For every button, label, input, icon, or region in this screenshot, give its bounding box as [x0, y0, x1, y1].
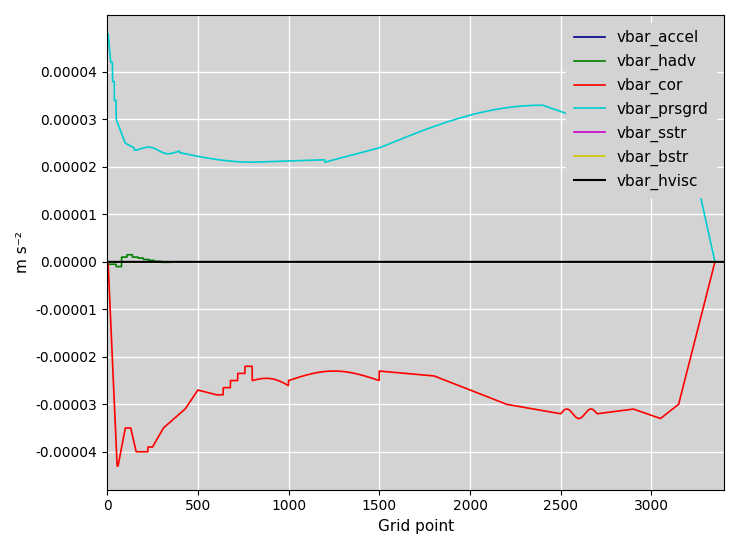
vbar_hadv [525, 259, 534, 265]
vbar_sstr [681, 259, 689, 265]
vbar_hadv [423, 259, 432, 265]
vbar_accel [525, 259, 534, 265]
vbar_prsgrd [469, 111, 477, 117]
X-axis label: Grid point: Grid point [378, 519, 454, 534]
vbar_hadv [123, 251, 132, 258]
vbar_accel [469, 259, 477, 265]
vbar_sstr [525, 259, 534, 265]
vbar_prsgrd [652, 121, 661, 127]
vbar_sstr [613, 259, 622, 265]
vbar_hvisc [719, 259, 728, 265]
vbar_accel [652, 259, 661, 265]
vbar_hvisc [652, 259, 661, 265]
vbar_bstr [423, 259, 432, 265]
vbar_hvisc [103, 259, 112, 265]
vbar_cor [469, 388, 477, 395]
vbar_hadv [719, 259, 728, 265]
vbar_cor [112, 463, 121, 469]
vbar_cor [719, 259, 728, 265]
Line: vbar_cor: vbar_cor [107, 262, 723, 466]
Line: vbar_hadv: vbar_hadv [107, 255, 723, 267]
vbar_bstr [681, 259, 689, 265]
vbar_prsgrd [613, 121, 622, 127]
vbar_hadv [614, 259, 623, 265]
Legend: vbar_accel, vbar_hadv, vbar_cor, vbar_prsgrd, vbar_sstr, vbar_bstr, vbar_hvisc: vbar_accel, vbar_hadv, vbar_cor, vbar_pr… [566, 23, 716, 197]
vbar_cor [613, 408, 622, 414]
vbar_prsgrd [681, 133, 689, 140]
vbar_cor [423, 372, 432, 378]
vbar_hadv [103, 261, 112, 267]
vbar_accel [423, 259, 432, 265]
vbar_accel [103, 259, 112, 265]
vbar_hadv [469, 259, 478, 265]
vbar_sstr [469, 259, 477, 265]
vbar_sstr [719, 259, 728, 265]
vbar_bstr [469, 259, 477, 265]
vbar_sstr [652, 259, 661, 265]
Line: vbar_prsgrd: vbar_prsgrd [107, 34, 723, 262]
vbar_bstr [652, 259, 661, 265]
vbar_accel [719, 259, 728, 265]
vbar_bstr [525, 259, 534, 265]
vbar_prsgrd [103, 31, 112, 37]
vbar_hvisc [681, 259, 689, 265]
vbar_hvisc [525, 259, 534, 265]
vbar_cor [652, 414, 661, 421]
vbar_hadv [653, 259, 661, 265]
vbar_bstr [613, 259, 622, 265]
vbar_hadv [112, 264, 120, 270]
Y-axis label: m s⁻²: m s⁻² [15, 232, 30, 273]
vbar_hvisc [423, 259, 432, 265]
vbar_accel [681, 259, 689, 265]
vbar_sstr [423, 259, 432, 265]
vbar_prsgrd [719, 259, 728, 265]
vbar_cor [525, 405, 534, 412]
vbar_prsgrd [423, 126, 432, 132]
vbar_prsgrd [710, 259, 719, 265]
vbar_prsgrd [525, 102, 534, 109]
vbar_hvisc [613, 259, 622, 265]
vbar_hadv [681, 259, 690, 265]
vbar_accel [613, 259, 622, 265]
vbar_cor [103, 259, 112, 265]
vbar_bstr [719, 259, 728, 265]
vbar_sstr [103, 259, 112, 265]
vbar_hvisc [469, 259, 477, 265]
vbar_bstr [103, 259, 112, 265]
vbar_cor [681, 374, 690, 380]
